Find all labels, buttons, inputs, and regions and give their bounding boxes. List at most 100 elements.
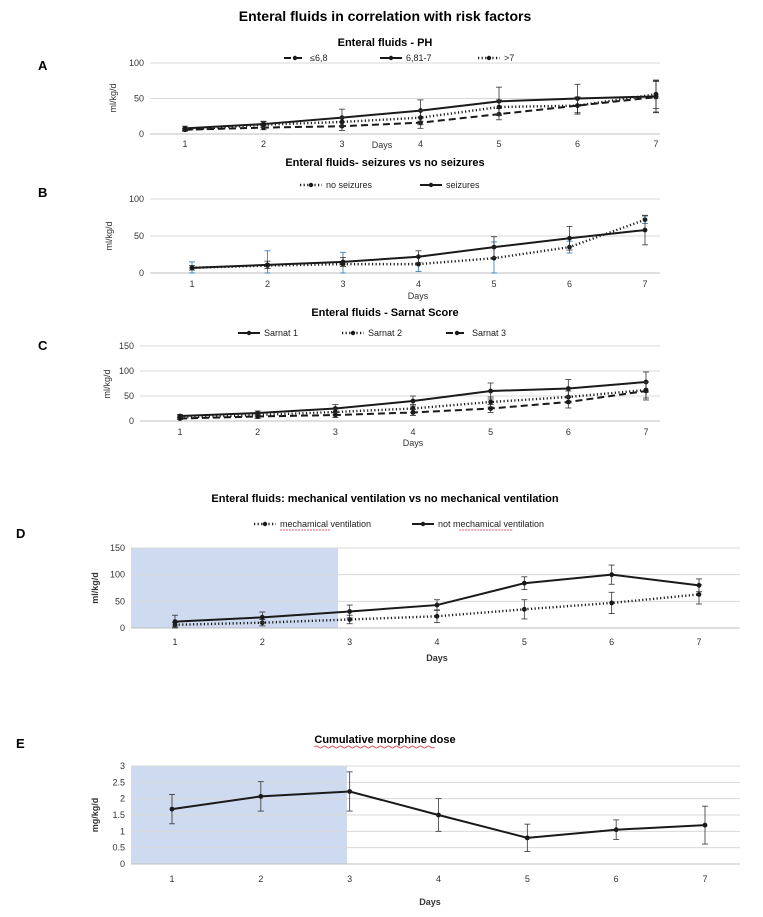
panel-title: Cumulative morphine dose <box>314 734 455 746</box>
x-tick-label: 1 <box>189 279 194 289</box>
x-axis-label: Days <box>403 438 424 448</box>
data-point <box>567 235 572 241</box>
data-point <box>488 399 494 405</box>
y-tick-label: 100 <box>110 570 125 580</box>
data-point <box>255 414 261 419</box>
x-tick-label: 5 <box>522 637 527 647</box>
legend-marker <box>246 330 252 336</box>
legend-marker <box>388 55 394 61</box>
legend-marker <box>486 55 492 61</box>
x-tick-label: 6 <box>567 279 572 289</box>
data-point <box>696 592 702 597</box>
x-tick-label: 1 <box>172 637 177 647</box>
shaded-region <box>131 548 338 628</box>
data-point <box>702 822 708 828</box>
data-point <box>172 619 178 624</box>
x-tick-label: 2 <box>261 139 266 149</box>
data-point <box>258 793 264 799</box>
legend-marker <box>428 182 434 188</box>
panel-letter: D <box>16 526 25 541</box>
y-tick-label: 150 <box>110 543 125 553</box>
data-point <box>434 602 440 608</box>
data-point <box>524 835 530 841</box>
x-tick-label: 1 <box>182 139 187 149</box>
x-tick-label: 1 <box>177 427 182 437</box>
x-axis-label: Days <box>372 140 393 150</box>
data-point <box>340 259 346 265</box>
panel-letter: B <box>38 185 47 200</box>
data-point <box>347 789 353 794</box>
data-point <box>418 115 423 121</box>
y-axis-label: ml/kg/d <box>90 572 100 604</box>
y-tick-label: 3 <box>120 761 125 771</box>
spellcheck-underline <box>314 745 435 749</box>
y-axis-label: ml/kg/d <box>104 221 114 250</box>
data-point <box>643 388 649 394</box>
data-point <box>347 609 353 614</box>
y-axis-label: ml/kg/d <box>108 83 118 112</box>
y-tick-label: 50 <box>134 231 144 241</box>
data-point <box>347 617 353 622</box>
y-tick-label: 0 <box>139 268 144 278</box>
panel-title: Enteral fluids- seizures vs no seizures <box>285 157 484 169</box>
data-point <box>410 410 416 415</box>
x-tick-label: 6 <box>614 874 619 884</box>
panel-e: E Cumulative morphine dose 0 0.5 1 1.5 2 2.5 3 1 2… <box>16 734 740 907</box>
x-tick-label: 3 <box>339 139 344 149</box>
series-2 <box>182 79 659 133</box>
x-tick-label: 6 <box>609 637 614 647</box>
x-axis-label: Days <box>426 653 448 663</box>
y-tick-label: 0 <box>120 859 125 869</box>
data-point <box>653 91 659 97</box>
panel-d: D Enteral fluids: mechanical ventilation … <box>16 493 740 663</box>
series-2 <box>177 381 649 421</box>
legend-label: Sarnat 3 <box>472 328 506 338</box>
series-0 <box>169 771 708 852</box>
x-tick-label: 4 <box>410 427 415 437</box>
x-tick-label: 2 <box>255 427 260 437</box>
data-point <box>339 119 345 125</box>
panel-c: C Enteral fluids - Sarnat Score 0 50 100 150 1… <box>38 307 660 448</box>
x-tick-label: 7 <box>702 874 707 884</box>
x-tick-label: 7 <box>653 139 658 149</box>
y-tick-label: 2 <box>120 794 125 804</box>
legend-label: mechamical ventilation <box>280 519 371 529</box>
y-tick-label: 0 <box>139 129 144 139</box>
legend-label: 6,81-7 <box>406 53 432 63</box>
x-axis-label: Days <box>408 291 429 301</box>
x-tick-label: 2 <box>258 874 263 884</box>
y-tick-label: 1.5 <box>112 810 125 820</box>
y-tick-label: 50 <box>124 391 134 401</box>
legend-marker <box>262 521 268 527</box>
data-point <box>491 255 497 261</box>
y-tick-label: 0 <box>129 416 134 426</box>
data-point <box>491 244 497 250</box>
data-point <box>496 104 502 110</box>
x-tick-label: 5 <box>488 427 493 437</box>
data-point <box>609 600 615 606</box>
data-point <box>575 103 580 108</box>
legend-label: Sarnat 1 <box>264 328 298 338</box>
data-point <box>332 406 338 411</box>
y-tick-label: 0.5 <box>112 843 125 853</box>
data-point <box>434 613 440 619</box>
legend-label: Sarnat 2 <box>368 328 402 338</box>
x-tick-label: 4 <box>436 874 441 884</box>
series-1 <box>172 564 702 629</box>
panel-title: Enteral fluids: mechanical ventilation v… <box>211 493 558 505</box>
y-tick-label: 100 <box>119 366 134 376</box>
y-tick-label: 50 <box>134 94 144 104</box>
data-point <box>488 388 494 394</box>
data-point <box>436 812 441 818</box>
data-point <box>521 580 527 586</box>
data-point <box>613 827 619 833</box>
data-point <box>182 127 188 133</box>
x-tick-label: 4 <box>418 139 423 149</box>
data-point <box>332 412 338 418</box>
data-point <box>261 122 266 128</box>
panel-letter: A <box>38 58 48 73</box>
x-tick-label: 3 <box>347 637 352 647</box>
y-tick-label: 100 <box>129 58 144 68</box>
panel-title: Enteral fluids - Sarnat Score <box>311 307 458 319</box>
data-point <box>642 227 648 233</box>
